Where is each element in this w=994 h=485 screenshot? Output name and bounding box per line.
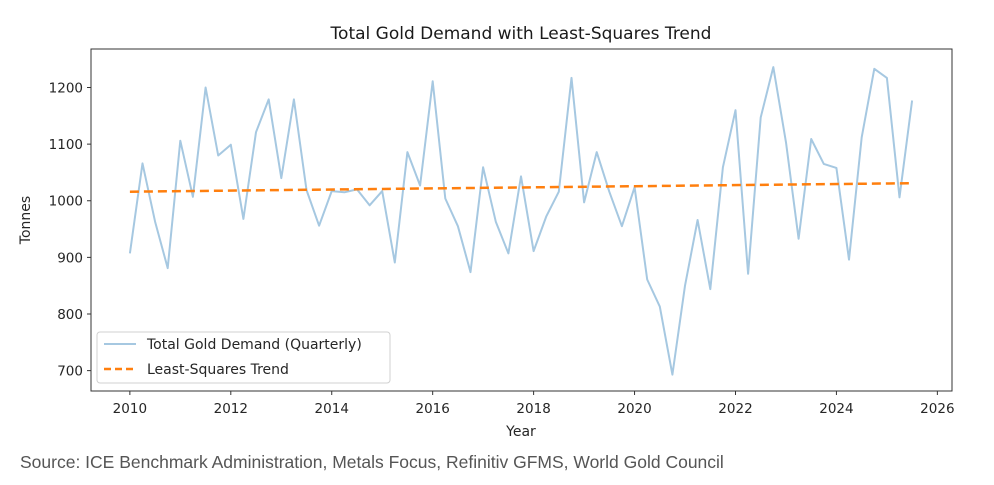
y-axis: 700 800 900 1000 1100 1200 xyxy=(49,81,91,380)
y-tick-label: 1000 xyxy=(49,194,83,210)
legend-box xyxy=(96,331,391,384)
legend: Total Gold Demand (Quarterly) Least-Squa… xyxy=(96,331,391,384)
x-tick-label: 2014 xyxy=(315,401,349,417)
y-tick-label: 1200 xyxy=(49,81,83,97)
trend-line xyxy=(129,181,913,193)
source-note: Source: ICE Benchmark Administration, Me… xyxy=(20,452,724,472)
x-tick-label: 2020 xyxy=(617,401,651,417)
chart-title: Total Gold Demand with Least-Squares Tre… xyxy=(330,24,712,44)
plot-frame xyxy=(90,48,953,392)
x-tick-label: 2016 xyxy=(415,401,449,417)
x-tick-label: 2024 xyxy=(819,401,853,417)
x-tick-label: 2026 xyxy=(920,401,954,417)
y-tick-label: 800 xyxy=(57,307,83,323)
y-axis-label: Tonnes xyxy=(18,196,34,245)
x-axis-label: Year xyxy=(505,424,536,440)
legend-label-demand: Total Gold Demand (Quarterly) xyxy=(146,337,362,353)
x-tick-label: 2012 xyxy=(214,401,248,417)
x-tick-label: 2010 xyxy=(113,401,147,417)
y-tick-label: 700 xyxy=(57,364,83,380)
x-tick-label: 2018 xyxy=(516,401,550,417)
y-tick-label: 900 xyxy=(57,250,83,266)
legend-label-trend: Least-Squares Trend xyxy=(147,362,289,378)
y-tick-label: 1100 xyxy=(49,137,83,153)
x-tick-label: 2022 xyxy=(718,401,752,417)
x-axis: 2010 2012 2014 2016 2018 2020 2022 2024 2026 xyxy=(113,391,955,417)
demand-line xyxy=(128,66,914,376)
series-layer xyxy=(128,66,914,376)
chart: Total Gold Demand with Least-Squares Tre… xyxy=(18,24,955,440)
